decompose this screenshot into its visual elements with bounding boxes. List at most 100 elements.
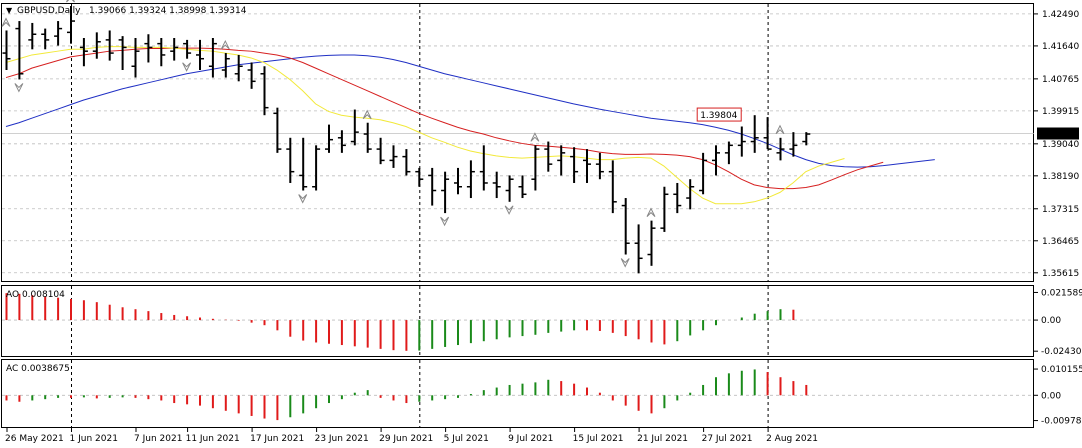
price-tick-label: 1.35615 xyxy=(1042,269,1079,279)
time-tick-label: 27 Jul 2021 xyxy=(702,434,753,444)
time-tick-label: 5 Jul 2021 xyxy=(444,434,489,444)
ohlc-bar xyxy=(144,34,153,63)
ohlc-bar xyxy=(802,132,811,146)
ohlc-bar xyxy=(660,186,669,232)
time-tick-label: 9 Jul 2021 xyxy=(508,434,553,444)
fractal-down-icon xyxy=(14,83,24,93)
fractal-down-icon xyxy=(620,258,630,268)
ao-title: AO 0.008104 xyxy=(6,290,65,300)
fractal-up-icon xyxy=(775,124,785,135)
high-marker-box xyxy=(696,107,742,122)
fractal-up-icon xyxy=(530,132,540,142)
current-price-tag xyxy=(1037,127,1079,140)
ohlc-bar xyxy=(312,145,321,191)
price-tick-label: 1.36465 xyxy=(1042,237,1079,247)
high-marker-label: 1.39804 xyxy=(700,111,737,121)
ohlc-bar xyxy=(273,107,282,153)
ohlc-bar xyxy=(28,22,37,50)
ohlc-bar xyxy=(724,141,733,165)
fractal-up-icon xyxy=(220,39,230,50)
ohlc-bar xyxy=(79,38,88,67)
ohlc-bar xyxy=(157,38,166,67)
ao-tick-label: 0.00 xyxy=(1041,316,1061,326)
ohlc-bar xyxy=(763,117,772,150)
ohlc-bar xyxy=(776,137,785,161)
ohlc-label: 1.39066 1.39324 1.38998 1.39314 xyxy=(89,6,247,16)
ac-tick-label: -0.0097820 xyxy=(1041,417,1082,427)
ohlc-bar xyxy=(441,171,450,214)
ac-tick-label: 0.00 xyxy=(1041,391,1061,401)
ohlc-bar xyxy=(183,39,192,59)
fractal-down-icon xyxy=(504,205,514,215)
ohlc-bar xyxy=(337,130,346,153)
ohlc-bar xyxy=(2,30,11,71)
ao-panel-frame xyxy=(1,285,1034,357)
time-tick-label: 7 Jun 2021 xyxy=(134,434,182,444)
fractal-down-icon xyxy=(182,62,192,72)
fractal-up-icon xyxy=(1,17,11,27)
ohlc-bar xyxy=(221,53,230,78)
ac-histogram xyxy=(2,368,1038,422)
symbol-label: GBPUSD,Daily xyxy=(17,6,81,16)
ohlc-bar xyxy=(466,160,475,199)
ohlc-bar xyxy=(608,160,617,214)
ohlc-bar xyxy=(686,179,695,210)
ohlc-bar xyxy=(260,66,269,116)
fractal-down-icon xyxy=(298,194,308,204)
ohlc-bar xyxy=(170,38,179,61)
ohlc-bar xyxy=(595,152,604,180)
ohlc-bar xyxy=(325,124,333,153)
ao-histogram xyxy=(2,291,1038,352)
ac-title: AC 0.0038675 xyxy=(6,364,70,374)
time-tick-label: 23 Jun 2021 xyxy=(315,434,369,444)
fractal-up-icon xyxy=(646,207,656,217)
ohlc-bar xyxy=(647,220,656,266)
ohlc-bar xyxy=(583,149,591,183)
ohlc-bar xyxy=(15,21,24,80)
time-tick-label: 26 May 2021 xyxy=(5,434,64,444)
ohlc-bar xyxy=(376,137,385,165)
ohlc-bar xyxy=(350,109,359,146)
time-tick-label: 2 Aug 2021 xyxy=(766,434,818,444)
ac-panel-frame xyxy=(1,359,1034,428)
time-tick-label: 17 Jun 2021 xyxy=(250,434,304,444)
price-tick-label: 1.40765 xyxy=(1042,75,1079,85)
ohlc-bar xyxy=(544,141,553,172)
ohlc-bar xyxy=(454,167,462,195)
ohlc-bar xyxy=(428,167,437,206)
price-tick-label: 1.37315 xyxy=(1042,205,1079,215)
ohlc-bar xyxy=(415,167,424,187)
ohlc-bar xyxy=(92,32,101,59)
price-tick-label: 1.39040 xyxy=(1042,140,1079,150)
fractal-markers xyxy=(1,0,785,268)
ohlc-bar xyxy=(389,145,398,168)
ma-yellow-line xyxy=(5,46,845,205)
ohlc-bar xyxy=(557,145,566,176)
ohlc-bar xyxy=(67,6,75,44)
current-price-label: 1.39314 xyxy=(1040,130,1077,140)
fractal-up-icon xyxy=(362,109,372,120)
ohlc-bar xyxy=(196,39,204,71)
price-tick-label: 1.39915 xyxy=(1042,107,1079,117)
ohlc-bar xyxy=(492,171,501,199)
ohlc-bar xyxy=(621,198,630,255)
ohlc-bar xyxy=(570,147,579,183)
ohlc-bar xyxy=(518,175,527,199)
price-tick-label: 1.42490 xyxy=(1042,10,1079,20)
ohlc-bar xyxy=(299,137,308,191)
time-tick-label: 11 Jun 2021 xyxy=(186,434,240,444)
ohlc-bar xyxy=(41,28,50,50)
ohlc-bar xyxy=(699,152,708,195)
ohlc-bar xyxy=(118,36,127,71)
ohlc-bar xyxy=(789,132,798,157)
fractal-down-icon xyxy=(440,216,450,227)
ohlc-bar xyxy=(505,175,514,202)
ohlc-bar xyxy=(402,149,411,176)
ohlc-bar xyxy=(247,62,256,89)
time-tick-label: 15 Jul 2021 xyxy=(573,434,624,444)
collapse-triangle-icon[interactable]: ▼ xyxy=(6,6,13,15)
price-tick-label: 1.41640 xyxy=(1042,42,1079,52)
time-tick-label: 21 Jul 2021 xyxy=(637,434,688,444)
